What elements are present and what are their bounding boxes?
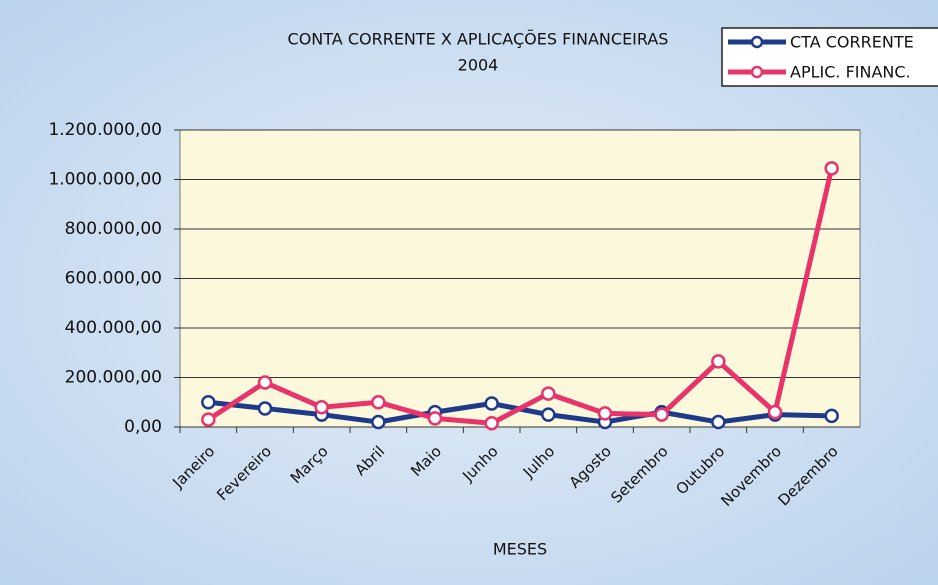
point xyxy=(654,407,669,422)
legend-label: APLIC. FINANC. xyxy=(790,63,911,82)
legend-label: CTA CORRENTE xyxy=(790,33,914,52)
point xyxy=(201,395,216,410)
point xyxy=(201,412,216,427)
point xyxy=(314,399,329,415)
point xyxy=(711,354,726,369)
series-line xyxy=(206,167,835,426)
point xyxy=(371,395,386,410)
y-tick-label: 1.000.000,00 xyxy=(48,170,162,190)
point xyxy=(767,404,783,420)
y-tick-label: 800.000,00 xyxy=(65,219,162,239)
y-tick-label: 1.200.000,00 xyxy=(48,120,162,140)
legend-marker xyxy=(750,65,764,79)
point xyxy=(484,396,499,411)
point xyxy=(824,408,839,424)
point xyxy=(541,407,556,422)
point xyxy=(824,161,839,176)
point xyxy=(371,414,386,430)
chart-subtitle: 2004 xyxy=(458,56,499,75)
point xyxy=(257,375,273,390)
y-tick-label: 0,00 xyxy=(124,417,162,437)
point xyxy=(541,386,556,401)
point xyxy=(711,414,726,430)
legend-marker xyxy=(750,35,764,49)
y-tick-label: 200.000,00 xyxy=(65,368,162,388)
point xyxy=(597,406,613,421)
point xyxy=(427,411,443,426)
y-tick-label: 600.000,00 xyxy=(65,269,162,289)
point xyxy=(257,401,273,416)
point xyxy=(484,416,499,431)
x-axis-label: MESES xyxy=(493,540,547,559)
y-tick-label: 400.000,00 xyxy=(65,318,162,338)
chart-title: CONTA CORRENTE X APLICAÇÕES FINANCEIRAS xyxy=(288,30,669,49)
